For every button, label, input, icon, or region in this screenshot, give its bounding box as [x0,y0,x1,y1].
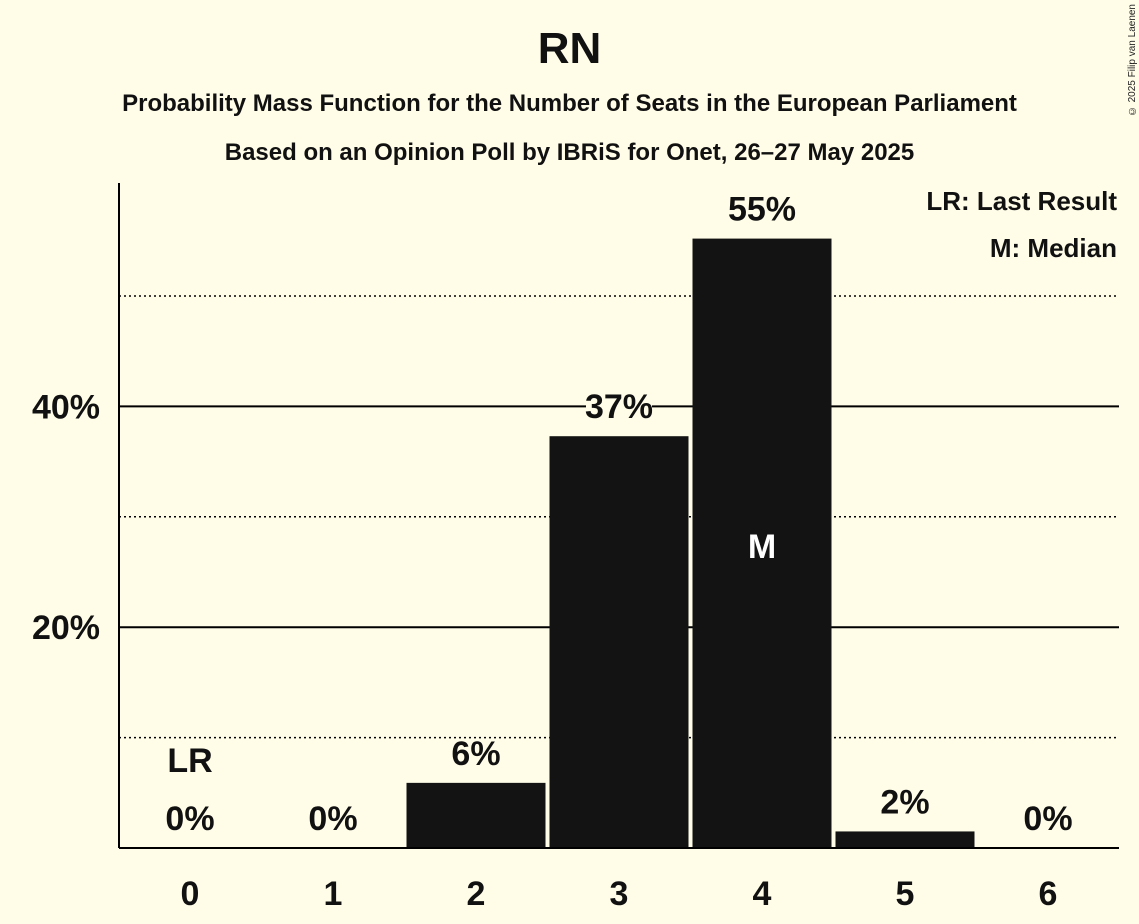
bar [692,238,832,849]
y-tick-label: 20% [32,609,100,647]
value-label: 0% [165,800,214,838]
x-tick-label: 6 [1039,875,1058,913]
legend-median: M: Median [990,233,1117,263]
bar [406,782,546,848]
legend-last-result: LR: Last Result [926,186,1117,216]
value-label: 2% [880,783,929,821]
value-label: 0% [1023,800,1072,838]
label-layer: 0% 0% 6% 37% 55% 2% 0% M LR [165,188,1073,838]
legend-layer: LR: Last Result M: Median [926,186,1117,263]
chart-title: RN [537,24,602,73]
last-result-marker: LR [167,742,212,780]
bar [835,831,975,848]
axis-layer: 20% 40% 0 1 2 3 4 5 6 [32,183,1119,913]
chart-subtitle: Probability Mass Function for the Number… [122,90,1017,117]
x-tick-label: 3 [610,875,629,913]
value-label: 6% [451,735,500,773]
x-tick-label: 5 [896,875,915,913]
value-label: 55% [728,191,796,229]
x-tick-label: 4 [753,875,772,913]
value-label: 0% [308,800,357,838]
value-label-background [729,188,795,229]
chart-subtitle-source: Based on an Opinion Poll by IBRiS for On… [224,139,915,166]
median-marker: M [748,528,776,566]
x-tick-label: 0 [181,875,200,913]
y-tick-label: 40% [32,388,100,426]
x-tick-label: 2 [467,875,486,913]
value-label-background [586,386,652,427]
x-tick-label: 1 [324,875,343,913]
value-label: 37% [585,388,653,426]
bar-layer [406,238,975,849]
bar [549,436,689,848]
